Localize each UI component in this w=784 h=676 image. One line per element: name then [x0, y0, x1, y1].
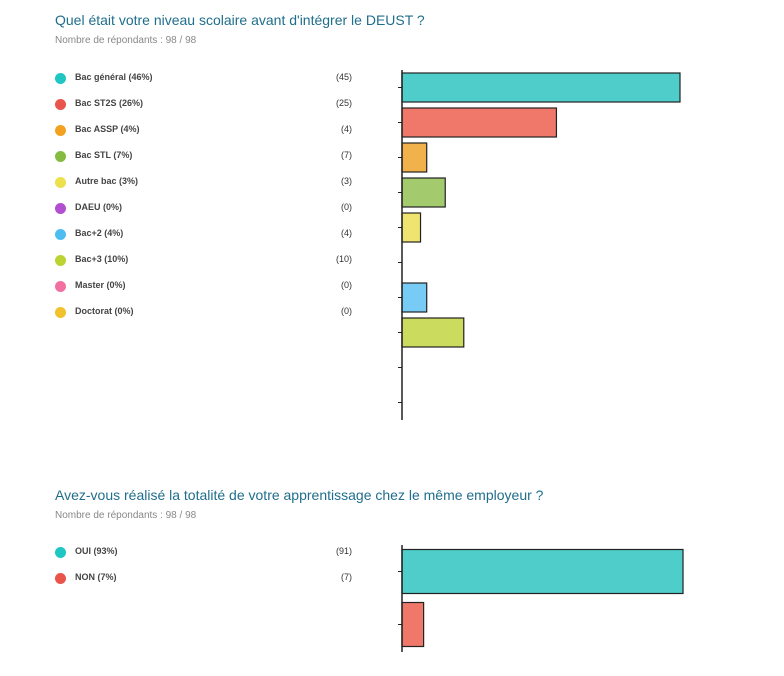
bar [401, 142, 428, 173]
legend-dot-icon [55, 229, 66, 240]
chart1-title: Quel était votre niveau scolaire avant d… [55, 12, 425, 28]
chart1-respondents: Nombre de répondants : 98 / 98 [55, 35, 197, 46]
legend-count: (0) [341, 306, 352, 316]
legend-count: (7) [341, 150, 352, 160]
legend-dot-icon [55, 151, 66, 162]
legend-item: Bac+2 (4%) (4) [55, 228, 352, 244]
legend-item: DAEU (0%) (0) [55, 202, 352, 218]
legend-dot-icon [55, 573, 66, 584]
legend-dot-icon [55, 177, 66, 188]
legend-dot-icon [55, 547, 66, 558]
legend-dot-icon [55, 125, 66, 136]
legend-count: (3) [341, 176, 352, 186]
legend-item: Bac général (46%) (45) [55, 72, 352, 88]
legend-item: Master (0%) (0) [55, 280, 352, 296]
legend-label: Bac ASSP (4%) [75, 124, 140, 134]
legend-label: Doctorat (0%) [75, 306, 134, 316]
legend-label: Bac ST2S (26%) [75, 98, 144, 108]
legend-count: (4) [341, 228, 352, 238]
legend-dot-icon [55, 255, 66, 266]
legend-item: Bac ST2S (26%) (25) [55, 98, 352, 114]
legend-count: (91) [335, 546, 352, 556]
chart2-respondents: Nombre de répondants : 98 / 98 [55, 510, 197, 521]
legend-dot-icon [55, 307, 66, 318]
legend-count: (45) [335, 72, 352, 82]
legend-label: Autre bac (3%) [75, 176, 139, 186]
legend-item: Bac ASSP (4%) (4) [55, 124, 352, 140]
legend-label: OUI (93%) [75, 546, 118, 556]
legend-item: Bac+3 (10%) (10) [55, 254, 352, 270]
legend-label: Bac+2 (4%) [75, 228, 124, 238]
legend-item: NON (7%) (7) [55, 572, 352, 588]
legend-dot-icon [55, 281, 66, 292]
bar [401, 282, 428, 313]
legend-label: Master (0%) [75, 280, 126, 290]
legend-label: Bac STL (7%) [75, 150, 133, 160]
bar [401, 177, 446, 208]
bar [401, 548, 684, 595]
legend-count: (0) [341, 280, 352, 290]
legend-count: (0) [341, 202, 352, 212]
legend-label: DAEU (0%) [75, 202, 123, 212]
legend-count: (10) [335, 254, 352, 264]
legend-dot-icon [55, 99, 66, 110]
bar [401, 317, 465, 348]
legend-label: Bac+3 (10%) [75, 254, 129, 264]
legend-label: NON (7%) [75, 572, 117, 582]
chart2-title: Avez-vous réalisé la totalité de votre a… [55, 487, 544, 503]
bar [401, 107, 558, 138]
legend-count: (25) [335, 98, 352, 108]
legend-count: (4) [341, 124, 352, 134]
legend-item: Autre bac (3%) (3) [55, 176, 352, 192]
bar [401, 601, 425, 648]
legend-item: Doctorat (0%) (0) [55, 306, 352, 322]
legend-label: Bac général (46%) [75, 72, 153, 82]
legend-dot-icon [55, 73, 66, 84]
legend-item: Bac STL (7%) (7) [55, 150, 352, 166]
legend-dot-icon [55, 203, 66, 214]
bar [401, 72, 681, 103]
bar [401, 212, 422, 243]
legend-count: (7) [341, 572, 352, 582]
legend-item: OUI (93%) (91) [55, 546, 352, 562]
